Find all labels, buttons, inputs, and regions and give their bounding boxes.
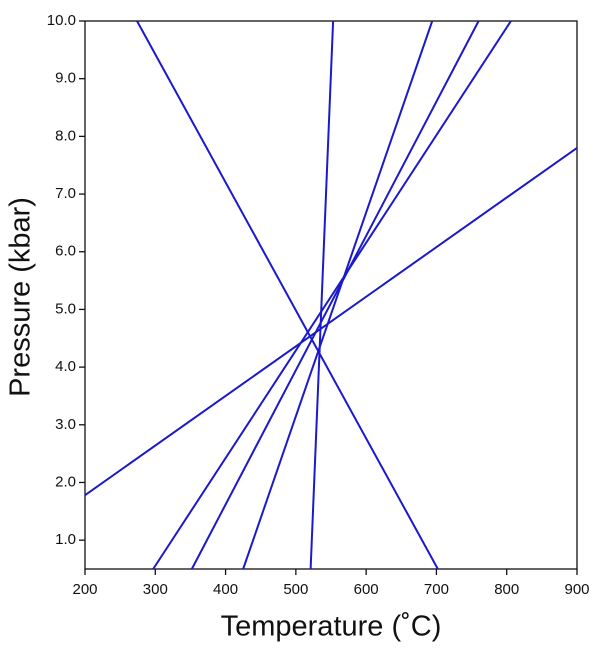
y-tick-label: 8.0 xyxy=(55,127,76,144)
x-tick-label: 300 xyxy=(143,581,168,598)
y-tick-label: 5.0 xyxy=(55,300,76,317)
y-tick-label: 10.0 xyxy=(47,12,76,29)
plot-frame xyxy=(84,20,578,570)
x-tick-label: 600 xyxy=(354,581,379,598)
x-tick-label: 200 xyxy=(72,581,97,598)
data-line xyxy=(242,20,434,570)
x-tick-label: 800 xyxy=(494,581,519,598)
data-line xyxy=(190,20,480,570)
y-tick-label: 1.0 xyxy=(55,531,76,548)
x-axis-title: Temperature (˚C) xyxy=(221,611,442,643)
data-line xyxy=(152,20,512,570)
y-tick-label: 9.0 xyxy=(55,70,76,87)
x-tick-label: 700 xyxy=(424,581,449,598)
data-line xyxy=(136,20,439,570)
x-tick-label: 900 xyxy=(564,581,589,598)
y-axis-title: Pressure (kbar) xyxy=(5,197,37,397)
x-tick-label: 400 xyxy=(213,581,238,598)
data-line xyxy=(309,20,335,570)
y-tick-label: 7.0 xyxy=(55,185,76,202)
y-tick-label: 3.0 xyxy=(55,416,76,433)
data-line xyxy=(84,147,578,496)
x-tick-label: 500 xyxy=(283,581,308,598)
y-tick-label: 4.0 xyxy=(55,358,76,375)
y-tick-label: 2.0 xyxy=(55,473,76,490)
y-tick-label: 6.0 xyxy=(55,243,76,260)
